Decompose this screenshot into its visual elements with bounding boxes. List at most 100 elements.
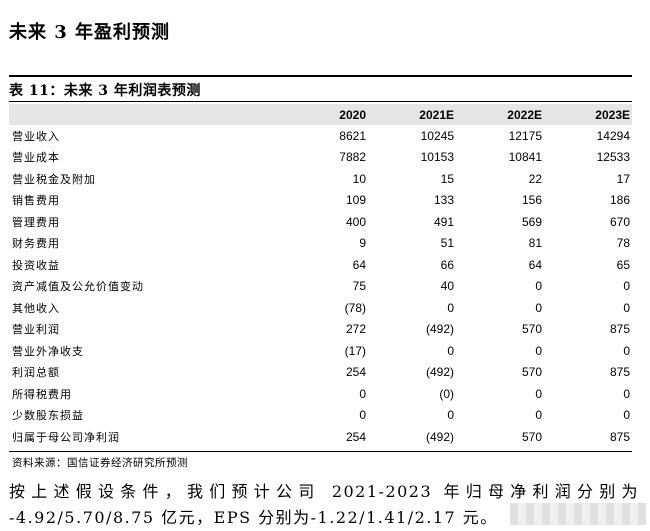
table-row: 财务费用 9 51 81 78 [9, 233, 632, 255]
table-bottom-rule [9, 451, 632, 452]
cell-value: 78 [616, 236, 630, 251]
cell-value: 875 [609, 365, 630, 380]
row-label: 资产减值及公允价值变动 [12, 280, 144, 294]
row-label: 营业成本 [12, 151, 60, 165]
cell-value: 0 [535, 343, 542, 358]
cell-value: 875 [609, 429, 630, 444]
table-title-rule [9, 101, 632, 102]
row-label: 财务费用 [12, 237, 60, 251]
cell-value: 109 [345, 193, 366, 208]
cell-value: 670 [609, 214, 630, 229]
row-label: 所得税费用 [12, 387, 72, 401]
cell-value: 0 [623, 300, 630, 315]
cell-value: 0 [623, 408, 630, 423]
cell-value: 0 [535, 279, 542, 294]
cell-value: 10841 [508, 150, 542, 165]
cell-value: 15 [440, 171, 454, 186]
cell-value: 7882 [339, 150, 366, 165]
table-row: 归属于母公司净利润 254 (492) 570 875 [9, 426, 632, 448]
table-row: 管理费用 400 491 569 670 [9, 211, 632, 233]
table-row: 营业利润 272 (492) 570 875 [9, 319, 632, 341]
cell-value: (0) [439, 386, 454, 401]
cell-value: 40 [440, 279, 454, 294]
table-row: 所得税费用 0 (0) 0 0 [9, 383, 632, 405]
cell-value: 81 [528, 236, 542, 251]
row-label: 投资收益 [12, 258, 60, 272]
cell-value: 0 [535, 408, 542, 423]
table-top-rule [9, 75, 632, 77]
row-label: 营业外净收支 [12, 344, 84, 358]
row-label: 管理费用 [12, 215, 60, 229]
section-heading: 未来 3 年盈利预测 [9, 22, 171, 43]
row-label: 营业税金及附加 [12, 172, 96, 186]
table-row: 其他收入 (78) 0 0 0 [9, 297, 632, 319]
table-row: 营业税金及附加 10 15 22 17 [9, 168, 632, 190]
cell-value: 9 [359, 236, 366, 251]
cell-value: 22 [528, 171, 542, 186]
table-row: 利润总额 254 (492) 570 875 [9, 362, 632, 384]
row-label: 其他收入 [12, 301, 60, 315]
cell-value: 569 [521, 214, 542, 229]
cell-value: 0 [535, 386, 542, 401]
table-row: 资产减值及公允价值变动 75 40 0 0 [9, 276, 632, 298]
table-row: 营业成本 7882 10153 10841 12533 [9, 147, 632, 169]
row-label: 归属于母公司净利润 [12, 430, 120, 444]
income-statement-table: 2020 2021E 2022E 2023E 营业收入 8621 10245 1217… [9, 104, 632, 448]
cell-value: 10245 [420, 128, 454, 143]
cell-value: 570 [521, 322, 542, 337]
cell-value: 12175 [508, 128, 542, 143]
header-2021e: 2021E [419, 107, 454, 122]
cell-value: 0 [359, 386, 366, 401]
cell-value: 254 [345, 365, 366, 380]
table-header-row: 2020 2021E 2022E 2023E [9, 104, 632, 125]
row-label: 营业收入 [12, 129, 60, 143]
cell-value: 133 [433, 193, 454, 208]
cell-value: 875 [609, 322, 630, 337]
cell-value: 0 [623, 343, 630, 358]
row-label: 销售费用 [12, 194, 60, 208]
cell-value: 400 [345, 214, 366, 229]
cell-value: 0 [447, 343, 454, 358]
cell-value: 0 [623, 279, 630, 294]
cell-value: (78) [344, 300, 366, 315]
row-label: 利润总额 [12, 366, 60, 380]
cell-value: 272 [345, 322, 366, 337]
row-label: 少数股东损益 [12, 409, 84, 423]
cell-value: 254 [345, 429, 366, 444]
cell-value: 10153 [420, 150, 454, 165]
body-paragraph: 按上述假设条件，我们预计公司 2021-2023 年归母净利润分别为 -4.92… [9, 482, 639, 527]
cell-value: 75 [352, 279, 366, 294]
cell-value: 14294 [596, 128, 630, 143]
cell-value: (17) [344, 343, 366, 358]
cell-value: 10 [352, 171, 366, 186]
cell-value: 491 [433, 214, 454, 229]
cell-value: 66 [440, 257, 454, 272]
cell-value: 0 [535, 300, 542, 315]
cell-value: 0 [447, 300, 454, 315]
table-title: 表 11：未来 3 年利润表预测 [9, 83, 201, 99]
table-row: 投资收益 64 66 64 65 [9, 254, 632, 276]
table-row: 少数股东损益 0 0 0 0 [9, 405, 632, 427]
watermark-image [510, 503, 646, 525]
cell-value: (492) [425, 322, 454, 337]
cell-value: 570 [521, 365, 542, 380]
header-2020: 2020 [339, 107, 366, 122]
table-row: 销售费用 109 133 156 186 [9, 190, 632, 212]
cell-value: 64 [352, 257, 366, 272]
cell-value: 0 [623, 386, 630, 401]
cell-value: 0 [447, 408, 454, 423]
header-2023e: 2023E [595, 107, 630, 122]
cell-value: 570 [521, 429, 542, 444]
cell-value: (492) [425, 365, 454, 380]
cell-value: 51 [440, 236, 454, 251]
cell-value: 8621 [339, 128, 366, 143]
cell-value: 65 [616, 257, 630, 272]
cell-value: (492) [425, 429, 454, 444]
source-note: 资料来源：国信证券经济研究所预测 [12, 457, 188, 469]
table-row: 营业收入 8621 10245 12175 14294 [9, 125, 632, 147]
cell-value: 156 [521, 193, 542, 208]
cell-value: 186 [609, 193, 630, 208]
row-label: 营业利润 [12, 323, 60, 337]
table-row: 营业外净收支 (17) 0 0 0 [9, 340, 632, 362]
header-label [9, 104, 285, 125]
